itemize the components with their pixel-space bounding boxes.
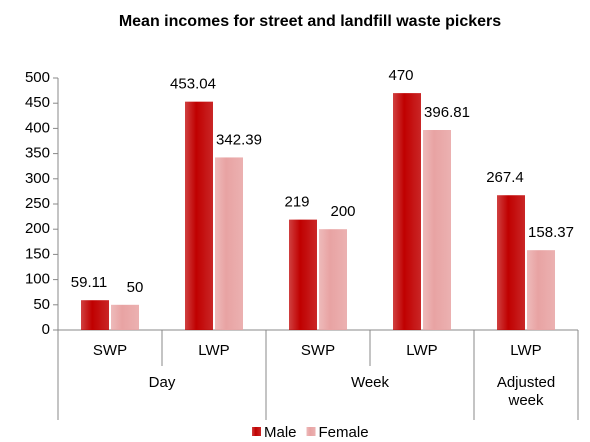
legend-swatch (252, 427, 261, 436)
group-label: Day (148, 374, 176, 391)
bar (393, 93, 421, 331)
value-label: 267.4 (486, 169, 524, 186)
value-label: 59.11 (71, 274, 107, 291)
value-label: 396.81 (424, 104, 470, 121)
x-tick-label: SWP (301, 342, 335, 359)
y-tick-label: 100 (25, 271, 50, 288)
y-tick-label: 150 (25, 245, 50, 262)
y-tick-label: 500 (25, 69, 50, 86)
value-label: 219 (284, 194, 309, 211)
legend-label: Female (319, 424, 369, 441)
legend-swatch (306, 427, 316, 436)
bar (289, 219, 317, 330)
value-label: 200 (330, 203, 355, 220)
value-label: 453.04 (170, 76, 216, 93)
y-tick-label: 0 (42, 321, 50, 338)
value-label: 50 (127, 279, 144, 296)
bar (497, 195, 525, 330)
chart-title: Mean incomes for street and landfill was… (119, 13, 501, 30)
bar (215, 157, 243, 330)
x-tick-label: LWP (406, 342, 437, 359)
y-tick-label: 350 (25, 145, 50, 162)
x-tick-label: LWP (510, 342, 541, 359)
bar (111, 304, 139, 330)
y-tick-label: 400 (25, 119, 50, 136)
bar (527, 250, 555, 330)
bar (81, 300, 109, 330)
group-label: Adjusted week (496, 374, 556, 409)
y-tick-label: 200 (25, 220, 50, 237)
y-tick-label: 450 (25, 94, 50, 111)
value-label: 342.39 (216, 131, 262, 148)
y-tick-label: 250 (25, 195, 50, 212)
x-tick-label: LWP (198, 342, 229, 359)
bar (423, 130, 451, 330)
y-tick-label: 300 (25, 170, 50, 187)
value-label: 470 (388, 67, 413, 84)
bar (185, 101, 213, 330)
legend-label: Male (264, 424, 297, 441)
y-tick-label: 50 (33, 296, 50, 313)
x-tick-label: SWP (93, 342, 127, 359)
value-label: 158.37 (528, 224, 574, 241)
group-label: Week (350, 374, 390, 391)
bar (319, 229, 347, 330)
